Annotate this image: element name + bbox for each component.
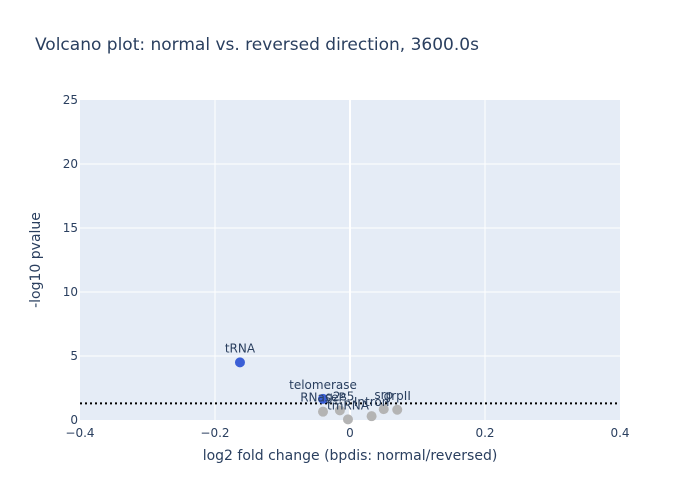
y-axis-title: -log10 pvalue bbox=[28, 212, 44, 308]
point-label: tRNA bbox=[225, 341, 256, 355]
data-point bbox=[334, 405, 345, 416]
x-axis-title: log2 fold change (bpdis: normal/reversed… bbox=[203, 448, 498, 464]
y-tick-label: 20 bbox=[63, 157, 78, 171]
x-tick-label: −0.4 bbox=[65, 426, 94, 440]
x-tick-label: −0.2 bbox=[200, 426, 229, 440]
point-label: telomerase bbox=[289, 378, 357, 392]
data-point bbox=[342, 414, 353, 425]
chart-title: Volcano plot: normal vs. reversed direct… bbox=[35, 35, 479, 55]
data-point bbox=[378, 404, 389, 415]
x-tick-label: 0 bbox=[346, 426, 354, 440]
point-label: g2s5 bbox=[325, 389, 354, 403]
data-point bbox=[392, 404, 403, 415]
tick-labels: −0.4 −0.2 0 0.2 0.4 0 5 10 15 20 25 bbox=[63, 93, 630, 440]
data-points bbox=[234, 357, 403, 425]
data-point bbox=[318, 406, 328, 417]
y-tick-label: 15 bbox=[63, 221, 78, 235]
x-tick-label: 0.4 bbox=[610, 426, 629, 440]
y-tick-label: 0 bbox=[70, 413, 78, 427]
point-label: srp bbox=[374, 388, 393, 402]
point-labels: tRNA telomeraseRNasePg2s5tmRNAIntronsrpgr… bbox=[225, 341, 411, 412]
grid-lines bbox=[80, 100, 620, 420]
point-label: RNaseP bbox=[300, 391, 346, 405]
point-label: grpII bbox=[384, 389, 411, 403]
y-tick-label: 25 bbox=[63, 93, 78, 107]
point-label: Intron bbox=[354, 395, 389, 409]
data-point bbox=[366, 411, 377, 422]
x-tick-label: 0.2 bbox=[475, 426, 494, 440]
data-point bbox=[318, 393, 328, 404]
y-tick-label: 10 bbox=[63, 285, 78, 299]
point-label: tmRNA bbox=[327, 398, 370, 412]
y-tick-label: 5 bbox=[70, 349, 78, 363]
data-point bbox=[234, 357, 245, 368]
